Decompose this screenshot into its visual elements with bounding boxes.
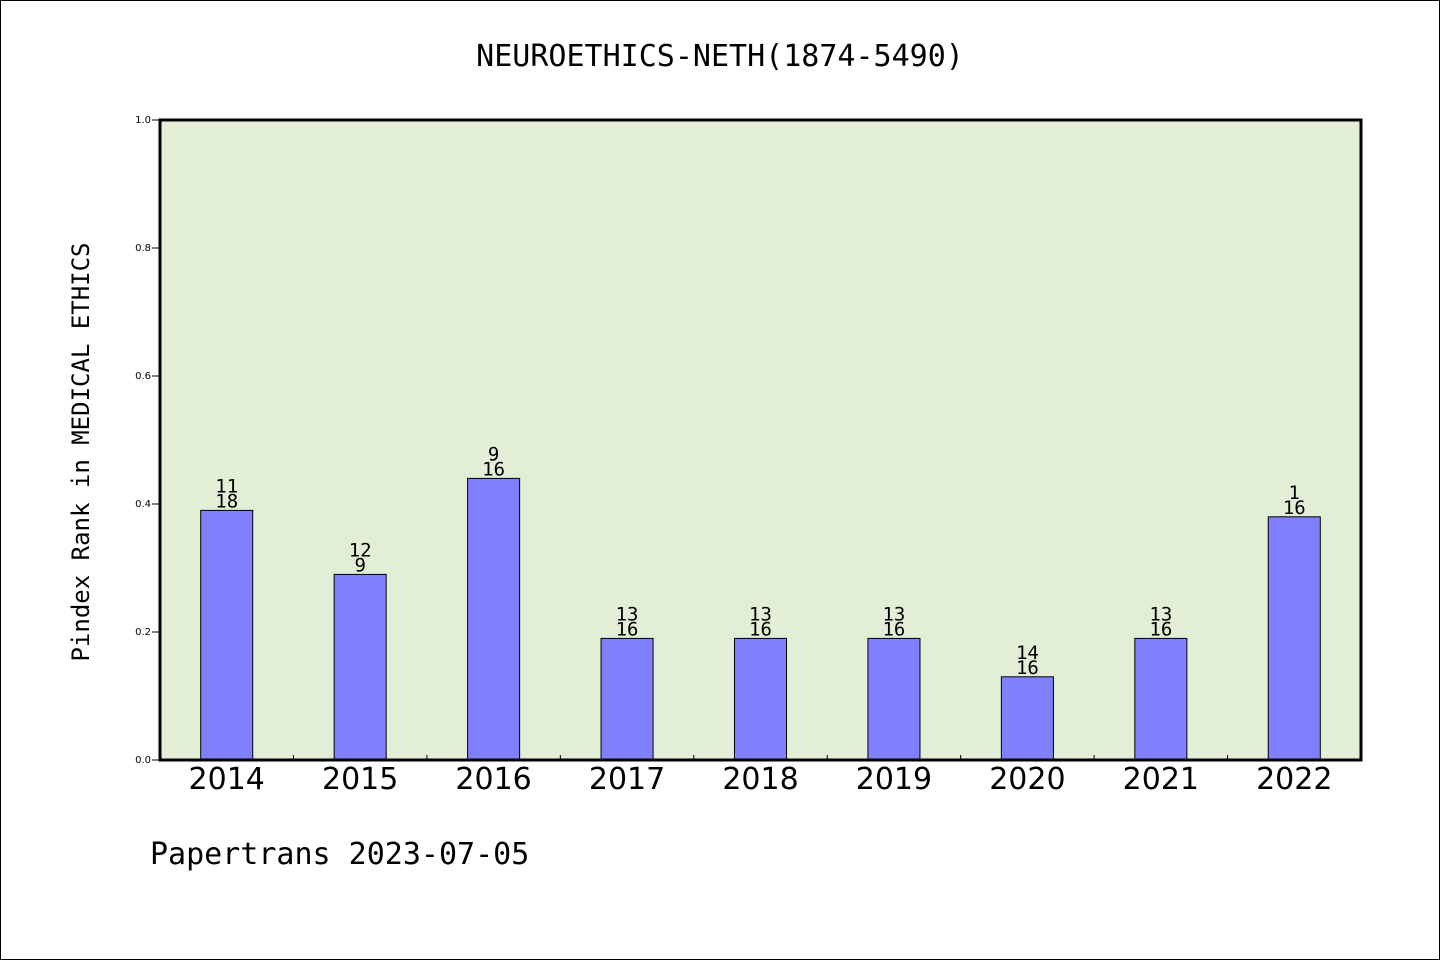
y-axis-label: Pindex Rank in MEDICAL ETHICS [67, 242, 95, 661]
x-tick-label-2020: 2020 [989, 762, 1065, 797]
bar-label-bottom-2014: 18 [215, 490, 238, 512]
x-ticks-group: 2014 2015 2016 2017 2018 2019 2020 2021 2022 [189, 755, 1332, 797]
bar-label-top-2016: 9 [488, 443, 499, 465]
bar-2016 [467, 477, 521, 761]
bar-2020 [1000, 676, 1054, 761]
x-tick-label-2015: 2015 [322, 762, 398, 797]
bar-2022 [1267, 516, 1321, 761]
bar-2018 [733, 637, 788, 761]
bar-2015 [333, 573, 387, 761]
y-tick-label: 0.6 [135, 371, 151, 382]
y-tick-label: 0.0 [135, 755, 151, 766]
bar-label-bottom-2017: 16 [616, 618, 639, 640]
bar-label-bottom-2020: 16 [1016, 657, 1039, 679]
x-tick-label-2019: 2019 [856, 762, 932, 797]
bar-label-top-2021: 13 [1149, 603, 1172, 625]
bar-label-bottom-2019: 16 [882, 618, 905, 640]
bar-label-top-2017: 13 [616, 603, 639, 625]
x-tick-label-2016: 2016 [455, 762, 531, 797]
bar-label-bottom-2016: 16 [482, 458, 505, 480]
bar-label-top-2022: 1 [1289, 482, 1300, 504]
y-tick-label: 0.2 [135, 627, 151, 638]
y-tick-label: 1.0 [135, 115, 151, 126]
x-tick-label-2014: 2014 [189, 762, 265, 797]
y-tick-label: 0.8 [135, 243, 151, 254]
y-tick-label: 0.4 [135, 499, 151, 510]
x-tick-label-2017: 2017 [589, 762, 665, 797]
bar-label-top-2015: 12 [349, 539, 372, 561]
bar-label-top-2019: 13 [882, 603, 905, 625]
bar-label-bottom-2022: 16 [1283, 497, 1306, 519]
x-tick-label-2022: 2022 [1256, 762, 1332, 797]
x-tick-label-2018: 2018 [722, 762, 798, 797]
bar-label-bottom-2015: 9 [354, 554, 365, 576]
bar-label-top-2020: 14 [1016, 642, 1039, 664]
plot-border [158, 118, 1363, 762]
bar-label-bottom-2018: 16 [749, 618, 772, 640]
bar-2017 [600, 637, 654, 761]
bar-label-top-2014: 11 [215, 475, 238, 497]
footer-credit: Papertrans 2023-07-05 [150, 837, 529, 872]
chart-title: NEUROETHICS-NETH(1874-5490) [476, 39, 964, 74]
bar-2019 [867, 637, 921, 761]
y-ticks-group: 0.0 0.2 0.4 0.6 0.8 1.0 [135, 115, 160, 766]
x-tick-label-2021: 2021 [1123, 762, 1199, 797]
bar-2021 [1134, 637, 1188, 761]
bar-label-bottom-2021: 16 [1149, 618, 1172, 640]
bar-label-top-2018: 13 [749, 603, 772, 625]
bar-2014 [200, 509, 254, 761]
